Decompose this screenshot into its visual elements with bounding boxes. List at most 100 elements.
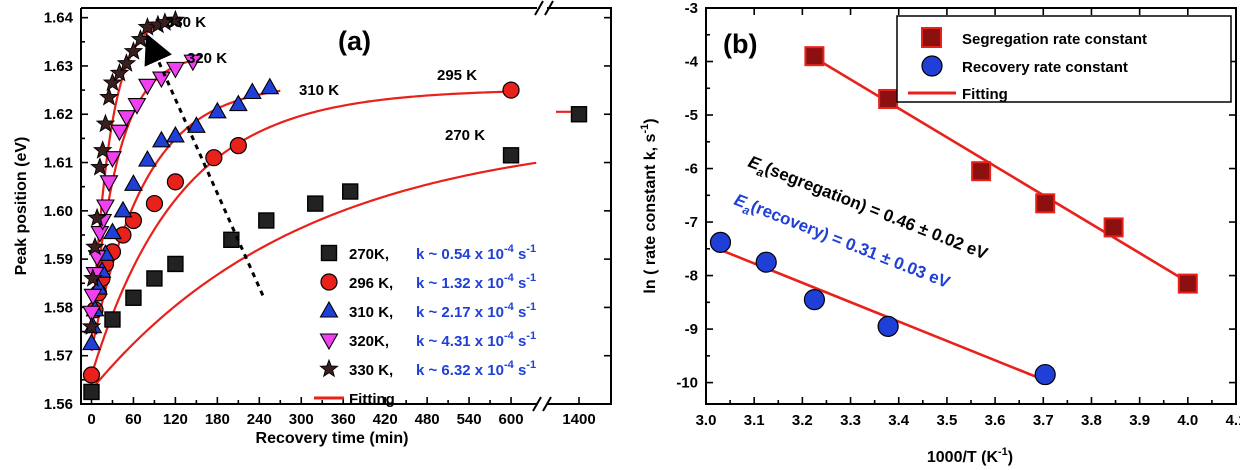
x-tick-label: 4.1 <box>1226 412 1240 429</box>
data-point-k320 <box>127 98 147 115</box>
axis-break-mark <box>532 396 542 412</box>
x-tick-label: 3.0 <box>696 412 717 429</box>
data-point-segregation <box>1177 273 1198 294</box>
legend-marker-k270 <box>320 244 338 262</box>
y-tick-label: -8 <box>685 268 698 285</box>
legend-rate-unit: s <box>514 304 527 321</box>
x-tick-label: 420 <box>373 411 398 428</box>
data-point-k320 <box>83 288 103 306</box>
data-point-k310 <box>186 116 206 133</box>
legend-rate-prefix: k ~ 1.32 x 10 <box>416 275 504 292</box>
data-point-k310 <box>151 130 171 148</box>
data-point-k330 <box>109 62 130 82</box>
y-tick-label: 1.57 <box>44 348 73 365</box>
data-point-recovery <box>803 289 826 311</box>
x-tick-label: 1400 <box>562 411 595 428</box>
y-tick-label: -10 <box>676 375 698 392</box>
x-tick-label: 3.6 <box>985 412 1006 429</box>
y-tick-label: 1.56 <box>44 396 73 413</box>
y-tick-label: 1.59 <box>44 251 73 268</box>
data-point-segregation <box>971 161 992 182</box>
fit-line-seg <box>813 56 1189 284</box>
legend-rate-exp: -4 <box>504 359 515 371</box>
curve-label-k310: 310 K <box>299 82 339 99</box>
legend-marker-k296 <box>320 273 338 291</box>
data-point-k270 <box>83 383 100 401</box>
x-tick-label: 3.1 <box>744 412 765 429</box>
curve-label-k320: 320 K <box>187 50 227 67</box>
data-point-k330 <box>81 316 102 336</box>
legend-rate-exp: -4 <box>504 330 515 342</box>
data-point-k310 <box>124 174 143 191</box>
y-tick-label: -9 <box>685 321 698 338</box>
data-point-k270 <box>258 212 275 229</box>
y-tick-label: -3 <box>685 0 698 17</box>
data-point-k330 <box>123 41 144 60</box>
axis-break-mark <box>534 0 544 16</box>
x-tick-label: 300 <box>289 411 314 428</box>
y-tick-label: 1.58 <box>44 299 73 316</box>
panel-a: 0 60 120 180 240 300 360 420 480 540 600 1400 1.561… <box>13 0 612 447</box>
data-point-k330 <box>83 268 103 287</box>
y-tick-label: 1.60 <box>44 203 73 220</box>
panel-b-fit-lines <box>719 56 1189 382</box>
data-point-segregation <box>1035 193 1056 214</box>
legend-marker-k310 <box>319 300 339 318</box>
curve-label-k296: 295 K <box>437 67 477 84</box>
panel-a-data-points <box>81 9 588 401</box>
panel-b-y-axis-title-exp: -1 <box>639 124 651 134</box>
y-tick-label: -7 <box>685 214 698 231</box>
legend-rate-prefix: k ~ 6.32 x 10 <box>416 362 504 379</box>
x-tick-label: 60 <box>125 411 142 428</box>
data-point-k320 <box>183 54 203 72</box>
data-point-k320 <box>82 305 101 323</box>
legend-series-name-k270: 270K, <box>349 246 389 263</box>
panel-a-y-ticks: 1.56 1.57 1.58 1.59 1.60 1.61 1.62 1.63 1.64 <box>44 10 611 413</box>
data-point-k310 <box>207 101 227 119</box>
data-point-k296 <box>82 366 101 384</box>
data-point-k270 <box>146 270 163 287</box>
data-point-segregation <box>1103 217 1124 238</box>
legend-rate-unit: s <box>514 246 527 263</box>
data-point-k330 <box>90 157 110 176</box>
data-point-k320 <box>90 226 110 243</box>
data-point-k310 <box>113 200 133 218</box>
data-point-k296 <box>166 173 184 191</box>
data-point-k296 <box>145 194 164 213</box>
y-tick-label: 1.63 <box>44 58 73 75</box>
legend-rate-unit-exp: -1 <box>526 272 536 284</box>
panel-b-y-axis-title: ln ( rate constant k, s-1) <box>639 118 659 293</box>
curve-label-k270: 270 K <box>445 127 485 144</box>
x-tick-label: 3.7 <box>1033 412 1054 429</box>
data-point-k310 <box>103 222 122 240</box>
legend-label-segregation: Segregation rate constant <box>962 31 1147 48</box>
data-point-k320 <box>137 78 157 96</box>
annotation-segregation-sub: a <box>755 165 767 181</box>
legend-rate-unit: s <box>514 333 527 350</box>
data-point-recovery <box>877 315 899 338</box>
data-point-k310 <box>137 150 157 167</box>
legend-rate-prefix: k ~ 4.31 x 10 <box>416 333 504 350</box>
panel-b-data-points <box>709 46 1198 386</box>
panel-b-x-axis-title: 1000/T (K-1) <box>927 446 1013 466</box>
panel-a-axis-break <box>532 0 554 412</box>
x-tick-label: 3.3 <box>840 412 861 429</box>
y-tick-label: -4 <box>685 54 699 71</box>
data-point-k310 <box>228 94 248 112</box>
y-tick-label: 1.62 <box>44 106 73 123</box>
fit-curve-k296 <box>90 90 512 376</box>
y-tick-label: -5 <box>685 107 698 124</box>
fit-line-rec <box>719 248 1046 382</box>
legend-label-fitting-a: Fitting <box>349 391 395 408</box>
panel-a-y-axis-title: Peak position (eV) <box>13 137 30 276</box>
legend-rate-unit-exp: -1 <box>526 243 536 255</box>
panel-a-x-ticks: 0 60 120 180 240 300 360 420 480 540 600 1400 <box>87 397 596 428</box>
legend-series-name-k330: 330 K, <box>349 362 393 379</box>
curve-label-k330: 330 K <box>166 14 206 31</box>
x-tick-label: 120 <box>163 411 188 428</box>
legend-rate-k296: k ~ 1.32 x 10-4 s-1 <box>416 272 536 292</box>
y-tick-label: 1.64 <box>44 10 74 27</box>
legend-rate-unit-exp: -1 <box>526 301 536 313</box>
